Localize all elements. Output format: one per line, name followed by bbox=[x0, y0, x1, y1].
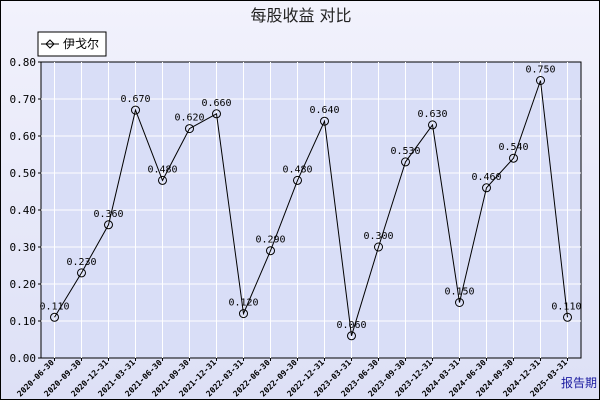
y-tick-label: 0.00 bbox=[10, 352, 37, 365]
data-labels: 0.110 0.230 0.360 0.670 0.480 0.620 0.660 0.120… bbox=[39, 65, 581, 331]
data-label: 0.640 bbox=[309, 105, 339, 116]
data-label: 0.120 bbox=[228, 298, 258, 309]
data-label: 0.110 bbox=[551, 301, 581, 312]
data-point bbox=[320, 116, 329, 126]
data-point bbox=[239, 309, 248, 319]
data-label: 0.620 bbox=[174, 113, 204, 124]
data-label: 0.530 bbox=[390, 146, 420, 157]
data-label: 0.060 bbox=[336, 320, 366, 331]
data-point bbox=[77, 268, 86, 278]
data-label: 0.630 bbox=[417, 109, 447, 120]
data-point bbox=[104, 220, 113, 230]
data-point bbox=[50, 312, 59, 322]
data-point bbox=[293, 175, 302, 185]
series-line bbox=[54, 80, 568, 336]
data-point bbox=[185, 124, 194, 134]
data-label: 0.670 bbox=[120, 94, 150, 105]
data-label: 0.540 bbox=[498, 142, 528, 153]
y-tick-label: 0.20 bbox=[10, 278, 37, 291]
y-tick-label: 0.30 bbox=[10, 241, 37, 254]
data-label: 0.230 bbox=[66, 257, 96, 268]
data-point bbox=[536, 76, 545, 85]
data-label: 0.110 bbox=[39, 301, 69, 312]
data-point bbox=[347, 331, 356, 341]
data-point bbox=[455, 298, 464, 307]
data-label: 0.460 bbox=[471, 172, 501, 183]
y-tick-label: 0.40 bbox=[10, 204, 37, 217]
data-point bbox=[509, 153, 518, 163]
data-point bbox=[212, 109, 221, 119]
x-axis: 2020-06-302020-09-302020-12-312021-03-31… bbox=[15, 358, 569, 399]
legend-label: 伊戈尔 bbox=[63, 36, 99, 51]
data-point bbox=[482, 183, 491, 193]
data-label: 0.480 bbox=[282, 164, 312, 175]
data-label: 0.150 bbox=[444, 287, 474, 298]
y-tick-label: 0.10 bbox=[10, 315, 37, 328]
legend-diamond-icon bbox=[45, 39, 55, 49]
y-tick-label: 0.60 bbox=[10, 130, 37, 143]
series-points bbox=[50, 76, 572, 341]
data-label: 0.480 bbox=[147, 164, 177, 175]
period-label: 报告期 bbox=[561, 375, 597, 390]
gridlines bbox=[41, 62, 581, 358]
data-point bbox=[131, 105, 140, 115]
y-tick-label: 0.70 bbox=[10, 93, 37, 106]
data-point bbox=[401, 157, 410, 167]
data-label: 0.360 bbox=[93, 209, 123, 220]
y-tick-label: 0.50 bbox=[10, 167, 37, 180]
legend: 伊戈尔 bbox=[37, 31, 107, 57]
y-axis: 0.00 0.10 0.20 0.30 0.40 0.50 0.60 0.70 0.80 bbox=[10, 56, 41, 365]
data-point bbox=[563, 312, 572, 322]
data-point bbox=[266, 246, 275, 256]
data-label: 0.300 bbox=[363, 231, 393, 242]
chart-title: 每股收益 对比 bbox=[250, 6, 351, 25]
data-label: 0.660 bbox=[201, 98, 231, 109]
data-label: 0.750 bbox=[525, 65, 555, 76]
data-label: 0.290 bbox=[255, 235, 285, 246]
data-point bbox=[374, 242, 383, 252]
data-point bbox=[428, 120, 437, 130]
data-point bbox=[158, 175, 167, 185]
y-tick-label: 0.80 bbox=[10, 56, 37, 69]
